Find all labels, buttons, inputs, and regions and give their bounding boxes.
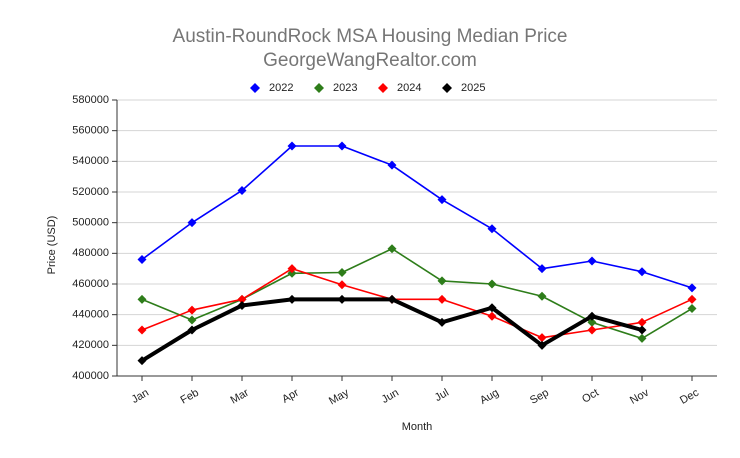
x-tick-label: Nov: [628, 386, 651, 406]
point-marker: [287, 294, 297, 304]
point-marker: [187, 218, 197, 228]
point-marker: [337, 280, 347, 290]
point-marker: [437, 276, 447, 286]
point-marker: [487, 311, 497, 321]
series-line: [141, 247, 693, 340]
y-tick-label: 560000: [72, 125, 109, 137]
y-tick-label: 480000: [72, 247, 109, 259]
point-marker: [587, 256, 597, 266]
point-marker: [237, 300, 247, 310]
x-tick-label: Feb: [179, 387, 201, 407]
x-tick-label: May: [327, 386, 351, 407]
x-tick-label: Oct: [580, 387, 601, 406]
legend-marker: [250, 83, 260, 93]
y-tick-label: 420000: [72, 339, 109, 351]
point-marker: [637, 317, 647, 327]
x-tick-label: Jan: [130, 387, 151, 406]
point-marker: [687, 294, 697, 304]
chart-title: Austin-RoundRock MSA Housing Median Pric…: [173, 26, 568, 47]
point-marker: [287, 268, 297, 278]
y-tick-label: 520000: [72, 186, 109, 198]
legend-label: 2022: [269, 82, 293, 94]
point-marker: [587, 317, 597, 327]
point-marker: [187, 325, 197, 335]
point-marker: [237, 185, 247, 195]
x-tick-label: Jun: [380, 387, 401, 406]
y-axis-label: Price (USD): [46, 216, 58, 275]
point-marker: [537, 264, 547, 274]
point-marker: [487, 279, 497, 289]
x-tick-label: Mar: [229, 387, 252, 407]
y-tick-label: 500000: [72, 217, 109, 229]
y-tick-label: 580000: [72, 94, 109, 106]
point-marker: [687, 283, 697, 293]
x-axis-label: Month: [402, 421, 433, 433]
legend-marker: [442, 83, 452, 93]
point-marker: [137, 325, 147, 335]
point-marker: [287, 264, 297, 274]
point-marker: [387, 244, 397, 254]
legend-label: 2024: [397, 82, 421, 94]
legend-label: 2023: [333, 82, 357, 94]
y-tick-label: 460000: [72, 278, 109, 290]
point-marker: [287, 141, 297, 151]
point-marker: [237, 294, 247, 304]
point-marker: [487, 224, 497, 234]
y-tick-label: 540000: [72, 155, 109, 167]
point-marker: [137, 356, 147, 366]
point-marker: [537, 291, 547, 301]
legend-marker: [378, 83, 388, 93]
series-line: [141, 145, 693, 289]
point-marker: [387, 160, 397, 170]
point-marker: [387, 294, 397, 304]
point-marker: [337, 294, 347, 304]
x-tick-label: Sep: [528, 387, 551, 407]
point-marker: [637, 333, 647, 343]
point-marker: [537, 340, 547, 350]
point-marker: [437, 195, 447, 205]
point-marker: [187, 305, 197, 315]
chart-subtitle: GeorgeWangRealtor.com: [263, 50, 477, 71]
x-tick-label: Dec: [678, 386, 701, 406]
point-marker: [137, 254, 147, 264]
x-tick-label: Aug: [478, 387, 501, 407]
point-marker: [187, 315, 197, 325]
y-tick-label: 440000: [72, 309, 109, 321]
point-marker: [637, 325, 647, 335]
x-tick-label: Jul: [433, 387, 451, 404]
point-marker: [137, 294, 147, 304]
point-marker: [637, 267, 647, 277]
legend-label: 2025: [461, 82, 485, 94]
point-marker: [437, 317, 447, 327]
point-marker: [437, 294, 447, 304]
point-marker: [337, 268, 347, 277]
point-marker: [587, 325, 597, 335]
y-tick-label: 400000: [72, 370, 109, 382]
series-line: [141, 267, 693, 339]
x-tick-label: Apr: [280, 387, 301, 406]
point-marker: [687, 304, 697, 314]
point-marker: [337, 141, 347, 151]
legend-marker: [314, 83, 324, 93]
point-marker: [537, 333, 547, 343]
point-marker: [487, 303, 497, 313]
point-marker: [587, 311, 597, 321]
